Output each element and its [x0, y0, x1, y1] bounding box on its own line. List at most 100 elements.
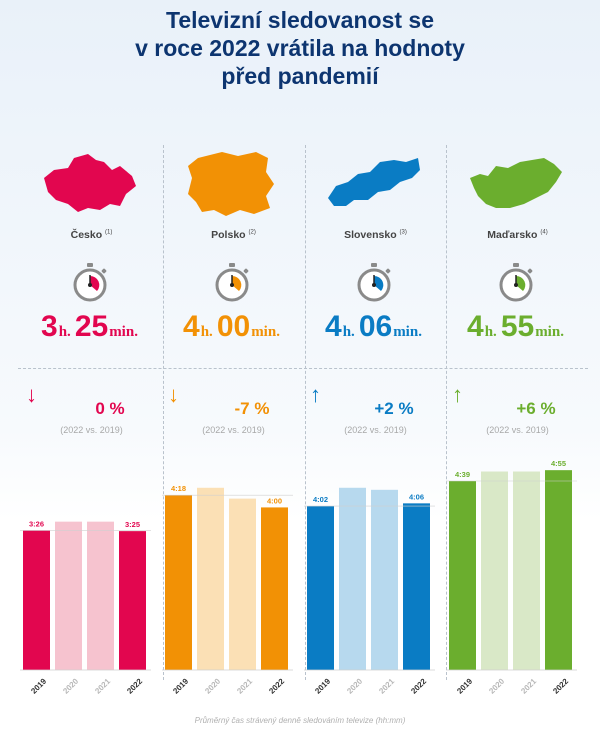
bar-chart: 4:39 2019 2020 2021 4:55 2022 — [446, 459, 577, 696]
bar-2019 — [307, 506, 334, 670]
country-name: Maďarsko (4) — [487, 229, 548, 241]
x-tick-label: 2019 — [455, 676, 474, 695]
bar-2019 — [23, 530, 50, 670]
minutes-value: 25 — [74, 310, 109, 343]
country-column-cz: Česko (1) 3h. 25min. ↓ 0 % (2022 vs. 2019… — [20, 0, 163, 736]
comparison-note: (2022 vs. 2019) — [202, 425, 265, 435]
bar-value-label: 3:26 — [29, 519, 44, 528]
trend-arrow-icon: ↓ — [26, 382, 37, 407]
bar-2021 — [229, 498, 256, 670]
bar-value-label: 4:00 — [267, 496, 282, 505]
x-tick-label: 2019 — [171, 676, 190, 695]
bar-2021 — [87, 521, 114, 670]
hours-unit: h. — [58, 324, 71, 340]
trend-arrow-icon: ↓ — [168, 382, 179, 407]
bar-2022 — [261, 507, 288, 670]
bar-chart: 4:18 2019 2020 2021 4:00 2022 — [162, 484, 293, 696]
slovakia-map-icon — [328, 158, 420, 206]
bar-2020 — [481, 471, 508, 670]
hours-unit: h. — [342, 324, 355, 340]
country-column-sk: Slovensko (3) 4h. 06min. ↑ +2 % (2022 vs.… — [304, 0, 447, 736]
minutes-unit: min. — [251, 324, 280, 340]
x-tick-label: 2020 — [61, 676, 80, 695]
country-column-pl: Polsko (2) 4h. 00min. ↓ -7 % (2022 vs. 20… — [162, 0, 305, 736]
hungary-map-icon — [470, 158, 562, 208]
title-line-3: před pandemií — [221, 63, 379, 89]
stopwatch-icon — [357, 263, 391, 302]
bar-2020 — [339, 487, 366, 670]
footer-note: Průměrný čas strávený denně sledováním t… — [194, 716, 406, 725]
bar-value-label: 4:06 — [409, 492, 424, 501]
bar-value-label: 3:25 — [125, 520, 140, 529]
x-tick-label: 2022 — [267, 676, 286, 695]
change-percent: 0 % — [95, 399, 125, 418]
stopwatch-icon — [499, 263, 533, 302]
x-tick-label: 2021 — [235, 676, 254, 695]
bar-2020 — [197, 487, 224, 670]
country-column-hu: Maďarsko (4) 4h. 55min. ↑ +6 % (2022 vs. … — [446, 0, 589, 736]
bar-value-label: 4:39 — [455, 470, 470, 479]
column-divider — [446, 145, 447, 680]
bar-2019 — [449, 481, 476, 670]
bar-value-label: 4:55 — [551, 459, 566, 468]
x-tick-label: 2021 — [377, 676, 396, 695]
hours-value: 4 — [183, 310, 200, 343]
section-divider — [18, 368, 588, 369]
bar-2022 — [119, 531, 146, 670]
change-percent: -7 % — [234, 399, 270, 418]
hours-value: 4 — [467, 310, 484, 343]
headline-time: 4h. 00min. — [162, 310, 305, 344]
x-tick-label: 2020 — [203, 676, 222, 695]
bar-2019 — [165, 495, 192, 670]
comparison-note: (2022 vs. 2019) — [344, 425, 407, 435]
column-divider — [163, 145, 164, 680]
bar-2021 — [371, 489, 398, 670]
country-name: Polsko (2) — [211, 229, 256, 241]
bar-value-label: 4:02 — [313, 495, 328, 504]
headline-time: 3h. 25min. — [20, 310, 163, 344]
x-tick-label: 2022 — [551, 676, 570, 695]
bar-2020 — [55, 521, 82, 670]
headline-time: 4h. 06min. — [304, 310, 447, 344]
bar-2022 — [545, 470, 572, 670]
minutes-unit: min. — [535, 324, 564, 340]
poland-map-icon — [188, 152, 274, 216]
hours-value: 3 — [41, 310, 58, 343]
page-title: Televizní sledovanost se v roce 2022 vrá… — [0, 6, 600, 90]
minutes-value: 00 — [216, 310, 251, 343]
bar-2021 — [513, 471, 540, 670]
country-name: Slovensko (3) — [344, 229, 407, 241]
trend-arrow-icon: ↑ — [452, 382, 463, 407]
x-tick-label: 2021 — [93, 676, 112, 695]
change-percent: +2 % — [374, 399, 414, 418]
hours-unit: h. — [484, 324, 497, 340]
bar-chart: 4:02 2019 2020 2021 4:06 2022 — [304, 487, 435, 696]
x-tick-label: 2019 — [29, 676, 48, 695]
title-line-2: v roce 2022 vrátila na hodnoty — [135, 35, 465, 61]
stopwatch-icon — [215, 263, 249, 302]
hours-unit: h. — [200, 324, 213, 340]
minutes-unit: min. — [109, 324, 138, 340]
title-line-1: Televizní sledovanost se — [165, 7, 434, 33]
x-tick-label: 2019 — [313, 676, 332, 695]
country-name: Česko (1) — [70, 229, 113, 241]
minutes-value: 55 — [500, 310, 535, 343]
x-tick-label: 2022 — [409, 676, 428, 695]
x-tick-label: 2020 — [345, 676, 364, 695]
x-tick-label: 2020 — [487, 676, 506, 695]
comparison-note: (2022 vs. 2019) — [60, 425, 123, 435]
column-divider — [305, 145, 306, 680]
stopwatch-icon — [73, 263, 107, 302]
minutes-value: 06 — [358, 310, 393, 343]
change-percent: +6 % — [516, 399, 556, 418]
headline-time: 4h. 55min. — [446, 310, 589, 344]
x-tick-label: 2021 — [519, 676, 538, 695]
bar-2022 — [403, 503, 430, 670]
czechia-map-icon — [44, 154, 136, 212]
bar-value-label: 4:18 — [171, 484, 186, 493]
comparison-note: (2022 vs. 2019) — [486, 425, 549, 435]
hours-value: 4 — [325, 310, 342, 343]
bar-chart: 3:26 2019 2020 2021 3:25 2022 — [20, 519, 151, 696]
minutes-unit: min. — [393, 324, 422, 340]
trend-arrow-icon: ↑ — [310, 382, 321, 407]
